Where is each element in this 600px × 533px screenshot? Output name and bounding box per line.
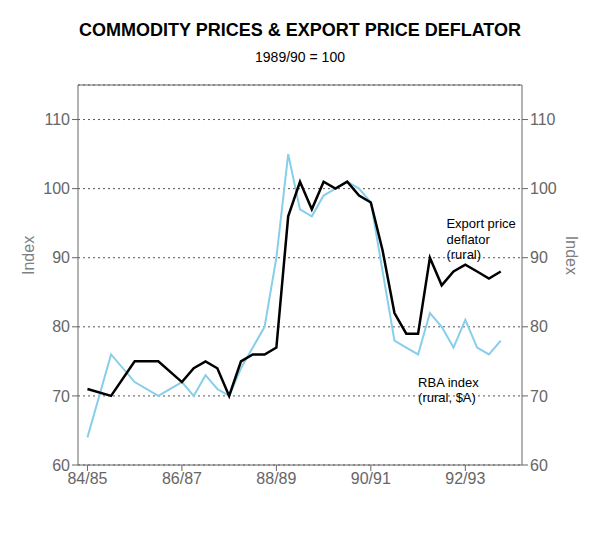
svg-text:80: 80	[530, 318, 548, 335]
svg-text:70: 70	[52, 388, 70, 405]
svg-text:Index: Index	[563, 236, 580, 275]
svg-text:84/85: 84/85	[67, 470, 107, 487]
svg-text:86/87: 86/87	[162, 470, 202, 487]
svg-text:88/89: 88/89	[256, 470, 296, 487]
svg-text:100: 100	[530, 180, 557, 197]
svg-text:60: 60	[52, 457, 70, 474]
svg-text:60: 60	[530, 457, 548, 474]
html-text:COMMODITY PRICES & EXPORT PRIC: COMMODITY PRICES & EXPORT PRICE DEFLATOR	[79, 20, 521, 40]
svg-text:Export pricedeflator(rural): Export pricedeflator(rural)	[446, 216, 515, 262]
svg-text:70: 70	[530, 388, 548, 405]
svg-text:100: 100	[43, 180, 70, 197]
svg-text:90: 90	[52, 249, 70, 266]
html-text:1989/90 = 100: 1989/90 = 100	[255, 49, 345, 65]
svg-text:80: 80	[52, 318, 70, 335]
svg-text:Index: Index	[20, 236, 37, 275]
svg-text:90: 90	[530, 249, 548, 266]
svg-text:110: 110	[530, 111, 556, 128]
svg-text:90/91: 90/91	[351, 470, 391, 487]
svg-text:92/93: 92/93	[445, 470, 485, 487]
svg-text:110: 110	[44, 111, 70, 128]
svg-text:RBA index(rural, $A): RBA index(rural, $A)	[418, 375, 479, 406]
